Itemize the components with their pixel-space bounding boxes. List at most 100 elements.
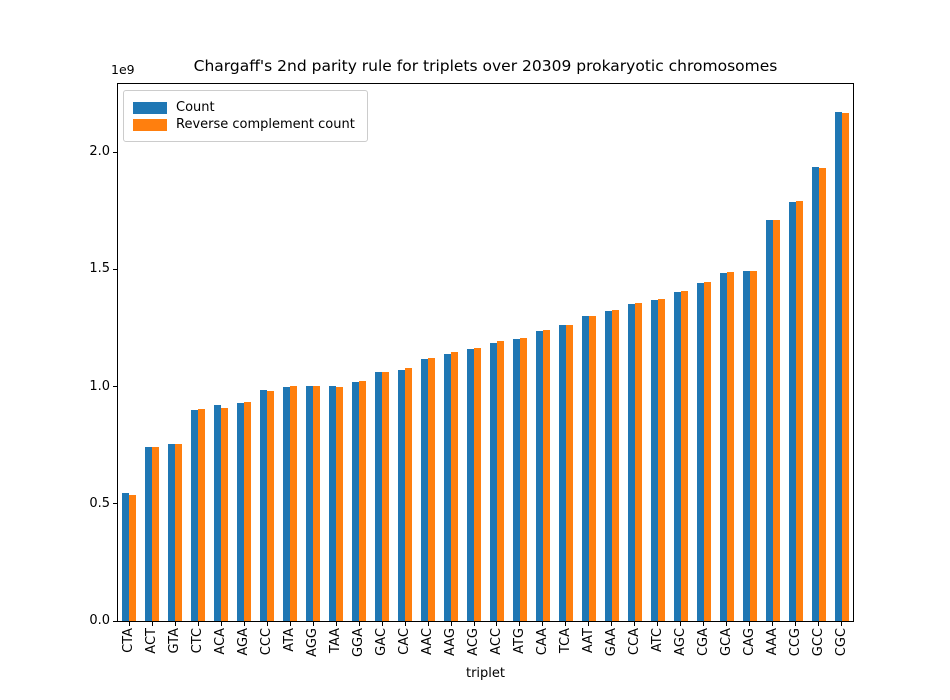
x-tick-label-GGA: GGA xyxy=(351,628,367,658)
bar-revcomp-CTA xyxy=(129,495,137,621)
bar-count-ATA xyxy=(283,386,291,621)
bar-count-TCA xyxy=(558,325,566,621)
bar-revcomp-ACT xyxy=(152,447,160,621)
x-tick xyxy=(312,622,314,626)
bar-revcomp-ATA xyxy=(290,386,298,621)
y-tick xyxy=(113,503,117,505)
x-tick-label-TCA: TCA xyxy=(557,628,573,654)
y-tick-label: 0.5 xyxy=(89,495,110,511)
bar-count-GCC xyxy=(811,167,819,621)
x-tick xyxy=(657,622,659,626)
x-tick xyxy=(151,622,153,626)
bar-revcomp-CAA xyxy=(542,329,550,621)
x-axis-label: triplet xyxy=(465,666,505,681)
y-axis-offset-text: 1e9 xyxy=(111,62,135,77)
bar-count-AAC xyxy=(421,358,429,621)
x-tick xyxy=(473,622,475,626)
x-tick xyxy=(565,622,567,626)
bar-count-ATG xyxy=(512,338,520,621)
bar-count-CAC xyxy=(398,369,406,621)
bar-count-GAC xyxy=(375,372,383,621)
reverse-complement-swatch-icon xyxy=(133,118,167,131)
bar-count-ACG xyxy=(467,348,475,621)
x-tick-label-ACC: ACC xyxy=(488,628,504,655)
x-tick-label-CCG: CCG xyxy=(787,628,803,657)
y-tick-label: 1.0 xyxy=(89,378,110,394)
bar-count-AGG xyxy=(306,386,314,621)
bar-count-CAG xyxy=(742,271,750,621)
x-tick xyxy=(634,622,636,626)
bar-revcomp-CTC xyxy=(198,409,206,621)
bar-revcomp-CAC xyxy=(405,368,413,621)
bar-count-ACA xyxy=(214,405,222,621)
x-tick-label-GCC: GCC xyxy=(810,628,826,657)
x-tick-label-AAA: AAA xyxy=(764,628,780,656)
x-tick xyxy=(381,622,383,626)
x-tick xyxy=(220,622,222,626)
y-tick-label: 1.5 xyxy=(89,261,110,277)
x-tick xyxy=(611,622,613,626)
bar-revcomp-CGC xyxy=(841,112,849,621)
bar-count-GCA xyxy=(719,272,727,621)
bar-revcomp-TAA xyxy=(336,386,344,621)
x-tick xyxy=(588,622,590,626)
x-tick-label-CAC: CAC xyxy=(397,628,413,655)
bar-revcomp-AAG xyxy=(451,352,459,621)
bar-revcomp-ATC xyxy=(657,298,665,621)
x-tick xyxy=(703,622,705,626)
x-tick xyxy=(749,622,751,626)
x-tick-label-AGA: AGA xyxy=(236,628,252,656)
x-tick-label-AAG: AAG xyxy=(443,628,459,656)
x-tick-label-AAT: AAT xyxy=(580,628,596,654)
x-tick-label-GCA: GCA xyxy=(718,628,734,657)
bar-count-ATC xyxy=(650,299,658,621)
chart-title: Chargaff's 2nd parity rule for triplets … xyxy=(193,57,778,75)
bar-count-CTA xyxy=(122,493,130,621)
legend-label-count: Count xyxy=(176,100,215,115)
x-tick xyxy=(542,622,544,626)
bar-count-CGC xyxy=(834,111,842,621)
x-tick-label-AGC: AGC xyxy=(672,628,688,656)
x-tick-label-CAA: CAA xyxy=(534,628,550,656)
x-tick xyxy=(680,622,682,626)
x-tick xyxy=(266,622,268,626)
bar-revcomp-CCC xyxy=(267,390,275,621)
x-tick-label-AAC: AAC xyxy=(420,628,436,655)
bar-count-CTC xyxy=(191,409,199,621)
bar-count-AAT xyxy=(581,316,589,621)
x-tick-label-ATG: ATG xyxy=(511,628,527,654)
x-tick xyxy=(519,622,521,626)
legend-item-revcomp: Reverse complement count xyxy=(133,117,355,132)
bar-count-CAA xyxy=(535,330,543,621)
x-tick xyxy=(358,622,360,626)
x-tick xyxy=(795,622,797,626)
bar-revcomp-CGA xyxy=(703,281,711,621)
bar-count-AAA xyxy=(765,220,773,621)
x-tick xyxy=(496,622,498,626)
x-tick xyxy=(841,622,843,626)
x-tick xyxy=(243,622,245,626)
legend: Count Reverse complement count xyxy=(123,90,368,142)
y-tick xyxy=(113,151,117,153)
x-tick xyxy=(772,622,774,626)
bar-revcomp-ACC xyxy=(496,341,504,621)
count-swatch-icon xyxy=(133,101,167,114)
x-tick-label-ACT: ACT xyxy=(144,628,160,654)
bar-count-CCG xyxy=(788,201,796,621)
legend-label-revcomp: Reverse complement count xyxy=(176,117,355,132)
x-tick xyxy=(174,622,176,626)
x-tick-label-ATC: ATC xyxy=(649,628,665,653)
x-tick-label-TAA: TAA xyxy=(328,628,344,654)
bar-revcomp-CCA xyxy=(634,303,642,621)
bar-revcomp-CAG xyxy=(749,270,757,621)
x-tick-label-CTA: CTA xyxy=(121,628,137,653)
x-tick xyxy=(404,622,406,626)
x-tick-label-GAA: GAA xyxy=(603,628,619,657)
bar-revcomp-GTA xyxy=(175,443,183,621)
bar-revcomp-ATG xyxy=(519,338,527,621)
x-tick xyxy=(427,622,429,626)
y-tick xyxy=(113,620,117,622)
x-tick xyxy=(450,622,452,626)
x-tick-label-ACG: ACG xyxy=(466,628,482,656)
